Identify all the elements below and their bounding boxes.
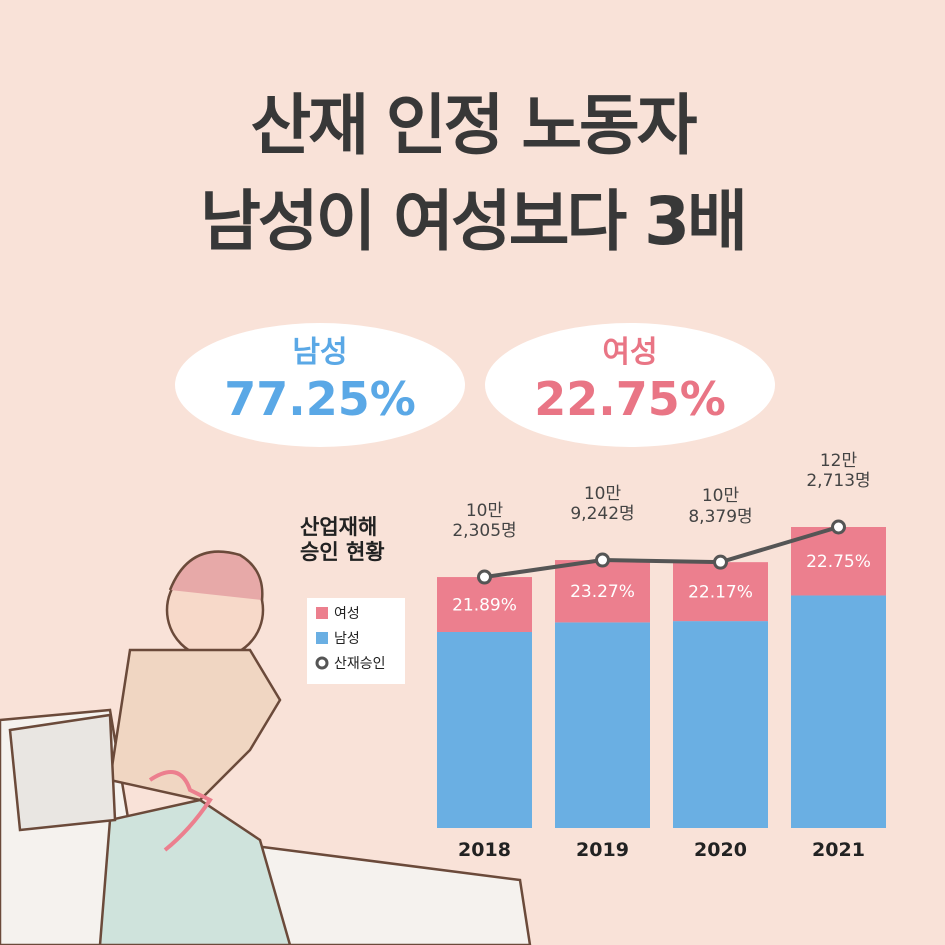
legend-swatch xyxy=(316,607,328,619)
data-label: 23.27% xyxy=(570,582,635,602)
legend-swatch xyxy=(315,656,329,670)
bar-segment xyxy=(673,562,768,622)
summary-label: 여성 xyxy=(602,335,658,370)
summary-oval xyxy=(175,323,465,447)
illustration xyxy=(0,550,532,945)
summary-label: 남성 xyxy=(292,335,348,370)
data-label: 10만 8,379명 xyxy=(688,486,753,527)
line-marker xyxy=(713,554,728,570)
bar-segment xyxy=(555,622,650,828)
x-tick-label: 2020 xyxy=(694,839,747,861)
title: 산재 인정 노동자 xyxy=(250,87,698,164)
bar-segment xyxy=(437,577,532,632)
bar-segment xyxy=(555,560,650,623)
bar-segment xyxy=(437,631,532,828)
line-marker xyxy=(477,569,492,585)
line xyxy=(484,525,840,580)
summary-value: 77.25% xyxy=(224,372,416,426)
data-label: 22.17% xyxy=(688,583,753,603)
data-label: 10만 9,242명 xyxy=(570,484,635,525)
x-tick-label: 2021 xyxy=(812,839,865,861)
legend-label: 여성 xyxy=(334,606,360,622)
legend-label: 남성 xyxy=(334,631,360,647)
bar-segment xyxy=(791,595,886,828)
data-label: 21.89% xyxy=(452,596,517,616)
x-tick-label: 2019 xyxy=(576,839,629,861)
line-marker xyxy=(595,552,610,568)
legend-swatch xyxy=(316,632,328,644)
title: 남성이 여성보다 3배 xyxy=(200,183,748,260)
x-tick-label: 2018 xyxy=(458,839,511,861)
legend-label: 산재승인 xyxy=(334,656,386,672)
summary-oval xyxy=(485,323,775,447)
chart-title: 산업재해 승인 현황 xyxy=(300,515,385,565)
summary-value: 22.75% xyxy=(534,372,726,426)
data-label: 22.75% xyxy=(806,552,871,572)
bar-segment xyxy=(673,621,768,828)
data-label: 12만 2,713명 xyxy=(806,451,871,492)
data-label: 10만 2,305명 xyxy=(452,501,517,542)
line-marker xyxy=(831,519,846,535)
